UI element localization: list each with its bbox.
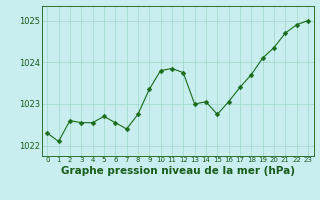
X-axis label: Graphe pression niveau de la mer (hPa): Graphe pression niveau de la mer (hPa) (60, 166, 295, 176)
